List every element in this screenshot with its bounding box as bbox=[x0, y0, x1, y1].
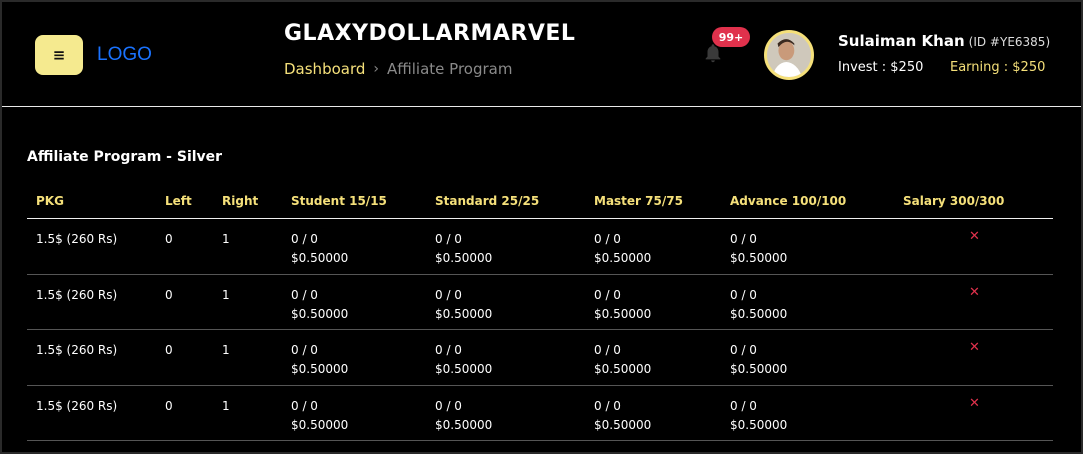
cell-count: 0 / 0 bbox=[594, 398, 621, 413]
cell-left: 0 bbox=[165, 343, 173, 357]
breadcrumb-separator: › bbox=[373, 61, 379, 77]
column-header-master: Master 75/75 bbox=[594, 194, 683, 208]
cell-amount: $0.50000 bbox=[291, 417, 349, 432]
top-header: ≡ LOGO GLAXYDOLLARMARVEL Dashboard › Aff… bbox=[2, 2, 1081, 107]
cell-amount: $0.50000 bbox=[291, 306, 349, 321]
logo[interactable]: LOGO bbox=[97, 44, 152, 65]
cell-right: 1 bbox=[222, 398, 230, 413]
cell-amount: $0.50000 bbox=[594, 362, 652, 376]
cell-count: 0 / 0 bbox=[291, 232, 318, 246]
hamburger-icon: ≡ bbox=[52, 45, 66, 64]
cell-amount: $0.50000 bbox=[435, 251, 493, 265]
cell-right: 1 bbox=[222, 343, 230, 357]
notification-badge[interactable]: 99+ bbox=[712, 27, 750, 47]
table-row: 1.5$ (260 Rs) 0 1 0 / 0 $0.50000 0 / 0 $0.… bbox=[27, 386, 1053, 441]
affiliate-table: PKG Left Right Student 15/15 Standard 25… bbox=[27, 190, 1053, 441]
cell-student: 0 / 0 $0.50000 bbox=[291, 341, 348, 379]
earning-amount: Earning : $250 bbox=[950, 60, 1046, 75]
cell-left: 0 bbox=[165, 232, 173, 246]
site-title: GLAXYDOLLARMARVEL bbox=[284, 21, 576, 46]
cell-pkg: 1.5$ (260 Rs) bbox=[36, 343, 118, 357]
cell-count: 0 / 0 bbox=[594, 287, 621, 302]
user-name-text: Sulaiman Khan bbox=[838, 32, 965, 50]
cell-amount: $0.50000 bbox=[291, 362, 349, 376]
column-header-right: Right bbox=[222, 194, 259, 208]
cell-student: 0 / 0 $0.50000 bbox=[291, 230, 348, 268]
user-name: Sulaiman Khan (ID #YE6385) bbox=[838, 32, 1050, 50]
column-header-student: Student 15/15 bbox=[291, 194, 387, 208]
cell-amount: $0.50000 bbox=[594, 306, 652, 321]
cell-advance: 0 / 0 $0.50000 bbox=[730, 341, 787, 379]
column-header-standard: Standard 25/25 bbox=[435, 194, 540, 208]
cell-left: 0 bbox=[165, 398, 173, 413]
table-row: 1.5$ (260 Rs) 0 1 0 / 0 $0.50000 0 / 0 $0.… bbox=[27, 275, 1053, 330]
avatar[interactable] bbox=[764, 30, 814, 80]
table-row: 1.5$ (260 Rs) 0 1 0 / 0 $0.50000 0 / 0 $0.… bbox=[27, 219, 1053, 275]
salary-cross-icon: ✕ bbox=[969, 229, 980, 244]
cell-master: 0 / 0 $0.50000 bbox=[594, 397, 651, 435]
cell-count: 0 / 0 bbox=[594, 232, 621, 246]
salary-cross-icon: ✕ bbox=[969, 284, 980, 300]
cell-amount: $0.50000 bbox=[435, 362, 493, 376]
cell-amount: $0.50000 bbox=[435, 306, 493, 321]
cell-amount: $0.50000 bbox=[730, 362, 788, 376]
cell-count: 0 / 0 bbox=[291, 287, 318, 302]
column-header-left: Left bbox=[165, 194, 192, 208]
cell-amount: $0.50000 bbox=[291, 251, 349, 265]
cell-count: 0 / 0 bbox=[291, 398, 318, 413]
cell-amount: $0.50000 bbox=[730, 251, 788, 265]
cell-standard: 0 / 0 $0.50000 bbox=[435, 397, 492, 435]
cell-count: 0 / 0 bbox=[730, 343, 757, 357]
cell-master: 0 / 0 $0.50000 bbox=[594, 230, 651, 268]
cell-right: 1 bbox=[222, 287, 230, 302]
cell-amount: $0.50000 bbox=[730, 417, 788, 432]
table-row: 1.5$ (260 Rs) 0 1 0 / 0 $0.50000 0 / 0 $0.… bbox=[27, 330, 1053, 386]
cell-count: 0 / 0 bbox=[435, 398, 462, 413]
menu-toggle-button[interactable]: ≡ bbox=[35, 35, 83, 75]
column-header-salary: Salary 300/300 bbox=[903, 194, 1005, 208]
table-header: PKG Left Right Student 15/15 Standard 25… bbox=[27, 190, 1053, 219]
salary-cross-icon: ✕ bbox=[969, 340, 980, 355]
cell-count: 0 / 0 bbox=[730, 398, 757, 413]
cell-count: 0 / 0 bbox=[435, 287, 462, 302]
salary-cross-icon: ✕ bbox=[969, 395, 980, 411]
bell-icon[interactable] bbox=[702, 42, 724, 64]
breadcrumb-current: Affiliate Program bbox=[387, 60, 513, 78]
column-header-advance: Advance 100/100 bbox=[730, 194, 847, 208]
cell-count: 0 / 0 bbox=[435, 343, 462, 357]
cell-count: 0 / 0 bbox=[730, 287, 757, 302]
cell-amount: $0.50000 bbox=[730, 306, 788, 321]
cell-master: 0 / 0 $0.50000 bbox=[594, 286, 651, 324]
invest-amount: Invest : $250 bbox=[838, 60, 924, 75]
section-title: Affiliate Program - Silver bbox=[27, 149, 223, 165]
cell-pkg: 1.5$ (260 Rs) bbox=[36, 287, 118, 302]
cell-pkg: 1.5$ (260 Rs) bbox=[36, 398, 118, 413]
breadcrumb: Dashboard › Affiliate Program bbox=[284, 60, 512, 78]
cell-student: 0 / 0 $0.50000 bbox=[291, 397, 348, 435]
cell-advance: 0 / 0 $0.50000 bbox=[730, 286, 787, 324]
cell-standard: 0 / 0 $0.50000 bbox=[435, 230, 492, 268]
breadcrumb-dashboard-link[interactable]: Dashboard bbox=[284, 60, 366, 78]
cell-count: 0 / 0 bbox=[435, 232, 462, 246]
cell-pkg: 1.5$ (260 Rs) bbox=[36, 232, 118, 246]
cell-amount: $0.50000 bbox=[435, 417, 493, 432]
cell-standard: 0 / 0 $0.50000 bbox=[435, 286, 492, 324]
cell-student: 0 / 0 $0.50000 bbox=[291, 286, 348, 324]
cell-standard: 0 / 0 $0.50000 bbox=[435, 341, 492, 379]
cell-amount: $0.50000 bbox=[594, 251, 652, 265]
cell-right: 1 bbox=[222, 232, 230, 246]
cell-master: 0 / 0 $0.50000 bbox=[594, 341, 651, 379]
user-avatar-icon bbox=[767, 33, 811, 77]
cell-count: 0 / 0 bbox=[291, 343, 318, 357]
user-id: (ID #YE6385) bbox=[968, 35, 1051, 49]
column-header-pkg: PKG bbox=[36, 194, 64, 208]
cell-advance: 0 / 0 $0.50000 bbox=[730, 230, 787, 268]
cell-count: 0 / 0 bbox=[594, 343, 621, 357]
cell-left: 0 bbox=[165, 287, 173, 302]
cell-advance: 0 / 0 $0.50000 bbox=[730, 397, 787, 435]
cell-amount: $0.50000 bbox=[594, 417, 652, 432]
cell-count: 0 / 0 bbox=[730, 232, 757, 246]
